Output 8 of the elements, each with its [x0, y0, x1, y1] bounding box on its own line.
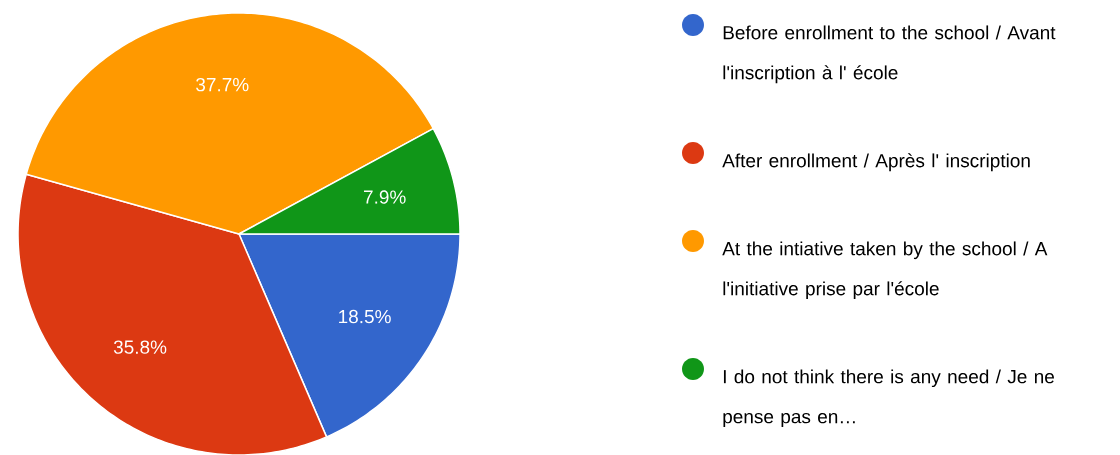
category-label: Before enrollment to the school / Avant l'inscription à l' école — [723, 25, 1056, 84]
category-label: I do not think there is any need / Je ne pense pas en… — [723, 369, 1054, 428]
data-label: 37.7% — [196, 77, 249, 92]
data-label: 7.9% — [363, 190, 406, 204]
data-label: 35.8% — [113, 340, 167, 354]
legend-label: At the intiative taken by the school / A l'initiative prise par l'école — [722, 241, 1048, 300]
legend-label: After enrollment / Après l' inscription — [722, 153, 1030, 172]
data-label: 18.5% — [339, 309, 391, 324]
